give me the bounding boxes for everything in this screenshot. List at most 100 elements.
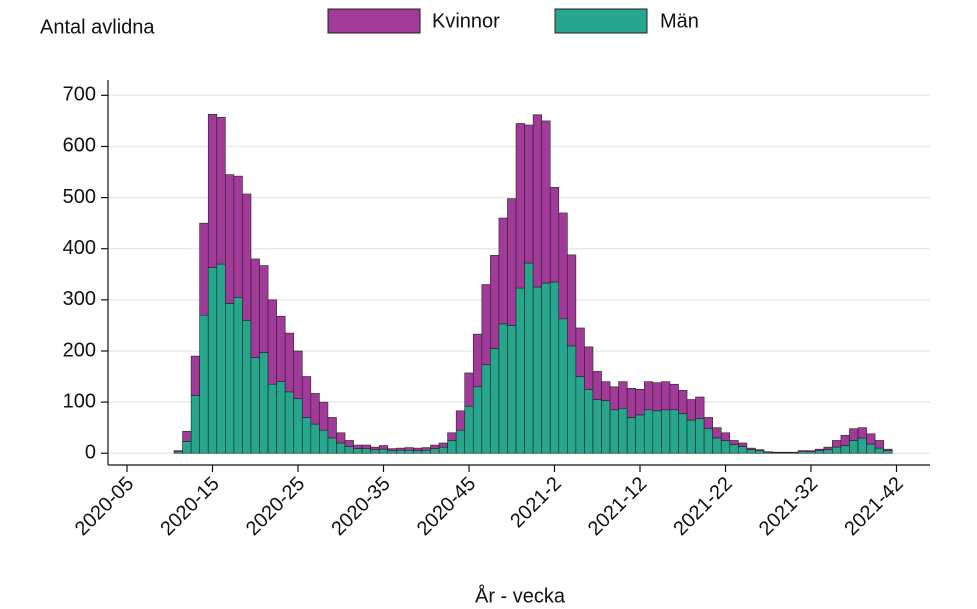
- bar-segment: [361, 448, 371, 454]
- bar-segment: [575, 376, 585, 454]
- bar-segment: [378, 448, 389, 454]
- bar-segment: [601, 400, 611, 454]
- bar-segment: [532, 286, 542, 454]
- bar-segment: [276, 381, 286, 454]
- y-tick-label: 600: [63, 135, 96, 157]
- bar-segment: [387, 450, 397, 454]
- bar-segment: [772, 451, 782, 454]
- bar-segment: [421, 449, 431, 454]
- y-tick-label: 700: [63, 84, 96, 106]
- bar-segment: [515, 123, 525, 289]
- bar-segment: [584, 389, 594, 454]
- bar-segment: [301, 417, 312, 454]
- bar-segment: [361, 444, 371, 449]
- bar-segment: [353, 448, 363, 454]
- bar-segment: [814, 448, 825, 451]
- bar-segment: [498, 323, 508, 454]
- bar-segment: [874, 447, 884, 454]
- bar-segment: [242, 193, 252, 321]
- bar-segment: [327, 437, 337, 454]
- bar-segment: [344, 440, 354, 447]
- bar-segment: [190, 395, 200, 454]
- y-tick-label: 0: [85, 442, 96, 464]
- bar-segment: [396, 447, 406, 451]
- x-tick-label: 2021-22: [669, 473, 736, 540]
- bar-segment: [455, 429, 466, 454]
- bar-segment: [498, 217, 508, 325]
- bar-segment: [695, 396, 705, 419]
- bar-segment: [267, 383, 277, 454]
- bar-segment: [849, 440, 859, 454]
- bar-segment: [532, 114, 542, 288]
- bar-segment: [678, 390, 688, 414]
- x-tick-label: 2021-42: [840, 473, 907, 540]
- bar-segment: [524, 124, 534, 264]
- bar-segment: [609, 409, 619, 454]
- bar-segment: [438, 446, 448, 454]
- bar-segment: [515, 287, 525, 454]
- bar-segment: [336, 442, 346, 454]
- bar-segment: [703, 428, 713, 454]
- bar-segment: [652, 382, 662, 412]
- bar-segment: [455, 410, 466, 431]
- bar-segment: [481, 284, 491, 366]
- bar-segment: [396, 449, 406, 454]
- bar-segment: [182, 441, 192, 454]
- bar-segment: [190, 355, 200, 396]
- bar-segment: [199, 222, 209, 316]
- x-axis-title: År - vecka: [475, 584, 566, 607]
- y-tick-label: 300: [63, 288, 96, 310]
- bar-segment: [378, 445, 389, 450]
- bar-segment: [720, 440, 731, 454]
- bar-segment: [703, 417, 713, 429]
- bar-segment: [259, 265, 269, 353]
- bar-segment: [857, 437, 867, 454]
- bar-segment: [584, 346, 594, 390]
- bar-segment: [336, 432, 346, 444]
- bar-segment: [575, 327, 585, 377]
- bar-segment: [490, 255, 500, 349]
- legend-swatch: [327, 8, 421, 34]
- bar-segment: [549, 281, 560, 454]
- bar-segment: [301, 376, 312, 418]
- bar-segment: [661, 381, 671, 411]
- bar-segment: [678, 413, 688, 454]
- y-tick-label: 500: [63, 186, 96, 208]
- bar-segment: [592, 371, 602, 400]
- bar-segment: [327, 417, 337, 439]
- bar-segment: [319, 401, 329, 431]
- bar-segment: [567, 254, 577, 347]
- y-tick-label: 400: [63, 237, 96, 259]
- bar-segment: [695, 418, 705, 454]
- bar-segment: [541, 282, 551, 454]
- legend-swatch: [554, 8, 648, 34]
- bar-segment: [199, 314, 209, 454]
- bar-segment: [233, 175, 243, 298]
- bar-segment: [207, 113, 218, 268]
- bar-segment: [490, 348, 500, 454]
- bar-segment: [755, 449, 765, 451]
- bar-segment: [849, 428, 859, 441]
- bar-segment: [225, 303, 235, 454]
- bar-segment: [267, 299, 277, 385]
- bar-segment: [609, 386, 619, 411]
- bar-segment: [823, 446, 833, 450]
- bar-segment: [558, 318, 568, 454]
- bar-segment: [643, 409, 654, 454]
- bar-segment: [438, 442, 448, 448]
- bar-segment: [823, 449, 833, 454]
- bar-segment: [840, 435, 850, 446]
- bar-segment: [250, 357, 260, 454]
- bar-segment: [447, 432, 457, 441]
- bar-segment: [883, 450, 893, 454]
- bar-segment: [404, 449, 414, 454]
- bar-segment: [720, 432, 731, 441]
- bar-segment: [832, 440, 842, 448]
- bar-segment: [173, 450, 183, 453]
- bar-segment: [601, 381, 611, 401]
- bar-segment: [789, 451, 799, 454]
- bar-segment: [814, 450, 825, 454]
- bar-segment: [284, 332, 295, 393]
- x-tick-label: 2020-15: [156, 473, 223, 540]
- bar-segment: [481, 364, 491, 454]
